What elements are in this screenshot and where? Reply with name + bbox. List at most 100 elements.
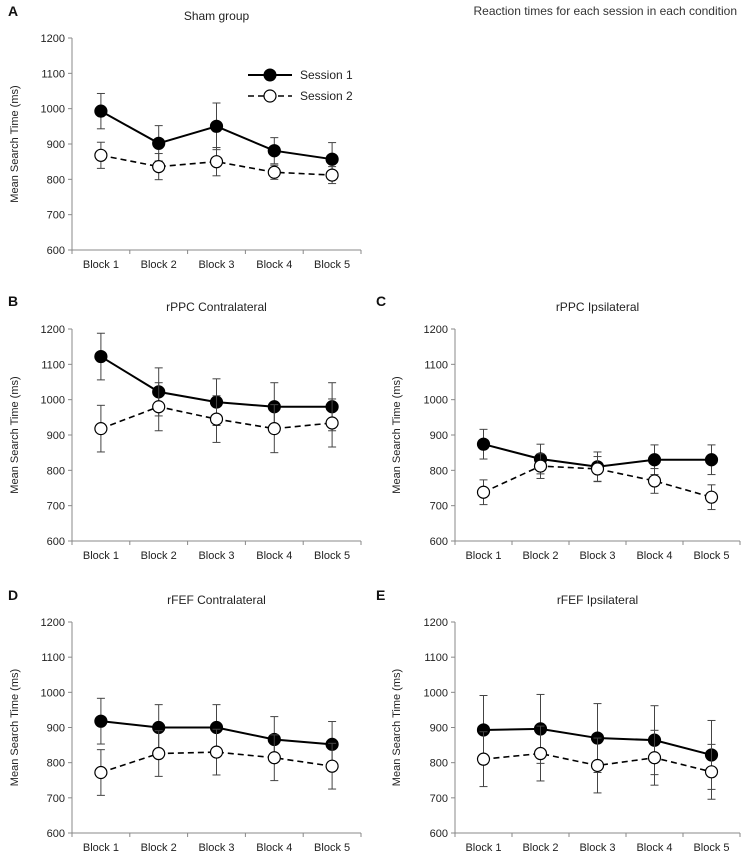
panel-letter: B — [8, 293, 18, 309]
y-tick-label: 600 — [47, 536, 65, 548]
y-tick-label: 600 — [47, 245, 65, 257]
data-point — [704, 765, 719, 779]
data-point — [647, 453, 662, 467]
data-point — [267, 165, 281, 179]
y-tick-label: 1200 — [41, 33, 65, 45]
y-tick-label: 700 — [430, 793, 448, 805]
data-point — [94, 714, 108, 728]
panel-title: rFEF Contralateral — [167, 593, 266, 607]
y-tick-label: 1100 — [41, 68, 65, 80]
data-point — [476, 485, 491, 499]
x-tick-label: Block 1 — [465, 842, 501, 854]
x-tick-label: Block 5 — [314, 259, 350, 271]
data-point — [152, 746, 166, 761]
x-tick-label: Block 4 — [636, 550, 672, 562]
panel-title: rFEF Ipsilateral — [557, 593, 638, 607]
x-tick-label: Block 4 — [636, 842, 672, 854]
data-point — [590, 758, 605, 773]
data-point — [94, 349, 108, 364]
y-tick-label: 1200 — [41, 617, 65, 629]
x-tick-label: Block 2 — [522, 842, 558, 854]
y-tick-label: 1100 — [41, 359, 65, 371]
x-tick-label: Block 3 — [198, 259, 234, 271]
y-tick-label: 800 — [47, 758, 65, 770]
y-tick-label: 1200 — [424, 324, 448, 336]
data-point — [152, 136, 166, 150]
y-tick-label: 1200 — [41, 324, 65, 336]
series-session-2 — [94, 728, 339, 796]
data-point — [94, 765, 108, 780]
x-tick-label: Block 2 — [522, 550, 558, 562]
y-tick-label: 1100 — [424, 652, 448, 664]
x-tick-label: Block 4 — [256, 259, 292, 271]
x-tick-label: Block 5 — [693, 842, 729, 854]
data-point — [533, 459, 548, 473]
x-tick-label: Block 3 — [579, 550, 615, 562]
panel-letter: E — [376, 587, 385, 603]
data-point — [94, 104, 108, 118]
data-point — [209, 412, 224, 426]
data-point — [325, 759, 339, 773]
series-line — [483, 465, 712, 498]
series-session-2 — [476, 725, 719, 800]
x-tick-label: Block 5 — [314, 550, 350, 562]
data-point — [267, 144, 281, 158]
series-session-2 — [94, 382, 339, 454]
data-point — [267, 422, 281, 436]
y-tick-label: 700 — [47, 793, 65, 805]
y-tick-label: 1000 — [424, 687, 448, 699]
data-point — [209, 119, 224, 133]
legend: Session 1 Session 2 — [248, 68, 353, 103]
x-tick-label: Block 3 — [579, 842, 615, 854]
x-tick-label: Block 3 — [198, 842, 234, 854]
data-point — [209, 745, 224, 759]
y-tick-label: 800 — [430, 465, 448, 477]
y-tick-label: 1000 — [41, 687, 65, 699]
y-tick-label: 1100 — [41, 652, 65, 664]
y-tick-label: 600 — [47, 828, 65, 840]
data-point — [325, 152, 339, 166]
legend-label-session-2: Session 2 — [300, 89, 353, 103]
x-tick-label: Block 5 — [693, 550, 729, 562]
y-tick-label: 1000 — [41, 104, 65, 116]
panel-a: A Sham group Mean Search Time (ms) 600 700 80… — [8, 3, 362, 271]
x-tick-label: Block 1 — [465, 550, 501, 562]
panel-title: rPPC Ipsilateral — [556, 300, 639, 314]
data-point — [590, 462, 605, 476]
x-tick-label: Block 2 — [141, 842, 177, 854]
y-tick-label: 900 — [47, 139, 65, 151]
y-tick-label: 900 — [47, 723, 65, 735]
data-point — [533, 746, 548, 761]
legend-marker-session-2 — [263, 89, 277, 103]
x-tick-label: Block 4 — [256, 550, 292, 562]
data-point — [267, 751, 281, 765]
panel-letter: D — [8, 587, 18, 603]
y-axis-label: Mean Search Time (ms) — [391, 376, 403, 493]
x-tick-label: Block 5 — [314, 842, 350, 854]
legend-label-session-1: Session 1 — [300, 68, 353, 82]
x-tick-label: Block 2 — [141, 550, 177, 562]
x-tick-label: Block 2 — [141, 259, 177, 271]
y-tick-label: 800 — [430, 758, 448, 770]
data-point — [704, 490, 719, 504]
panel-letter: A — [8, 3, 18, 19]
y-tick-label: 700 — [47, 501, 65, 513]
panel-title: Sham group — [184, 9, 250, 23]
y-tick-label: 800 — [47, 465, 65, 477]
series-session-1 — [94, 92, 339, 177]
y-axis-label: Mean Search Time (ms) — [391, 669, 403, 786]
y-tick-label: 700 — [430, 501, 448, 513]
data-point — [94, 422, 108, 436]
figure-title: Reaction times for each session in each … — [473, 4, 737, 18]
data-point — [94, 148, 108, 162]
data-point — [704, 453, 719, 467]
y-tick-label: 1200 — [424, 617, 448, 629]
panel-letter: C — [376, 293, 386, 309]
y-tick-label: 1000 — [41, 395, 65, 407]
y-axis-label: Mean Search Time (ms) — [9, 376, 21, 493]
legend-marker-session-1 — [263, 68, 277, 82]
